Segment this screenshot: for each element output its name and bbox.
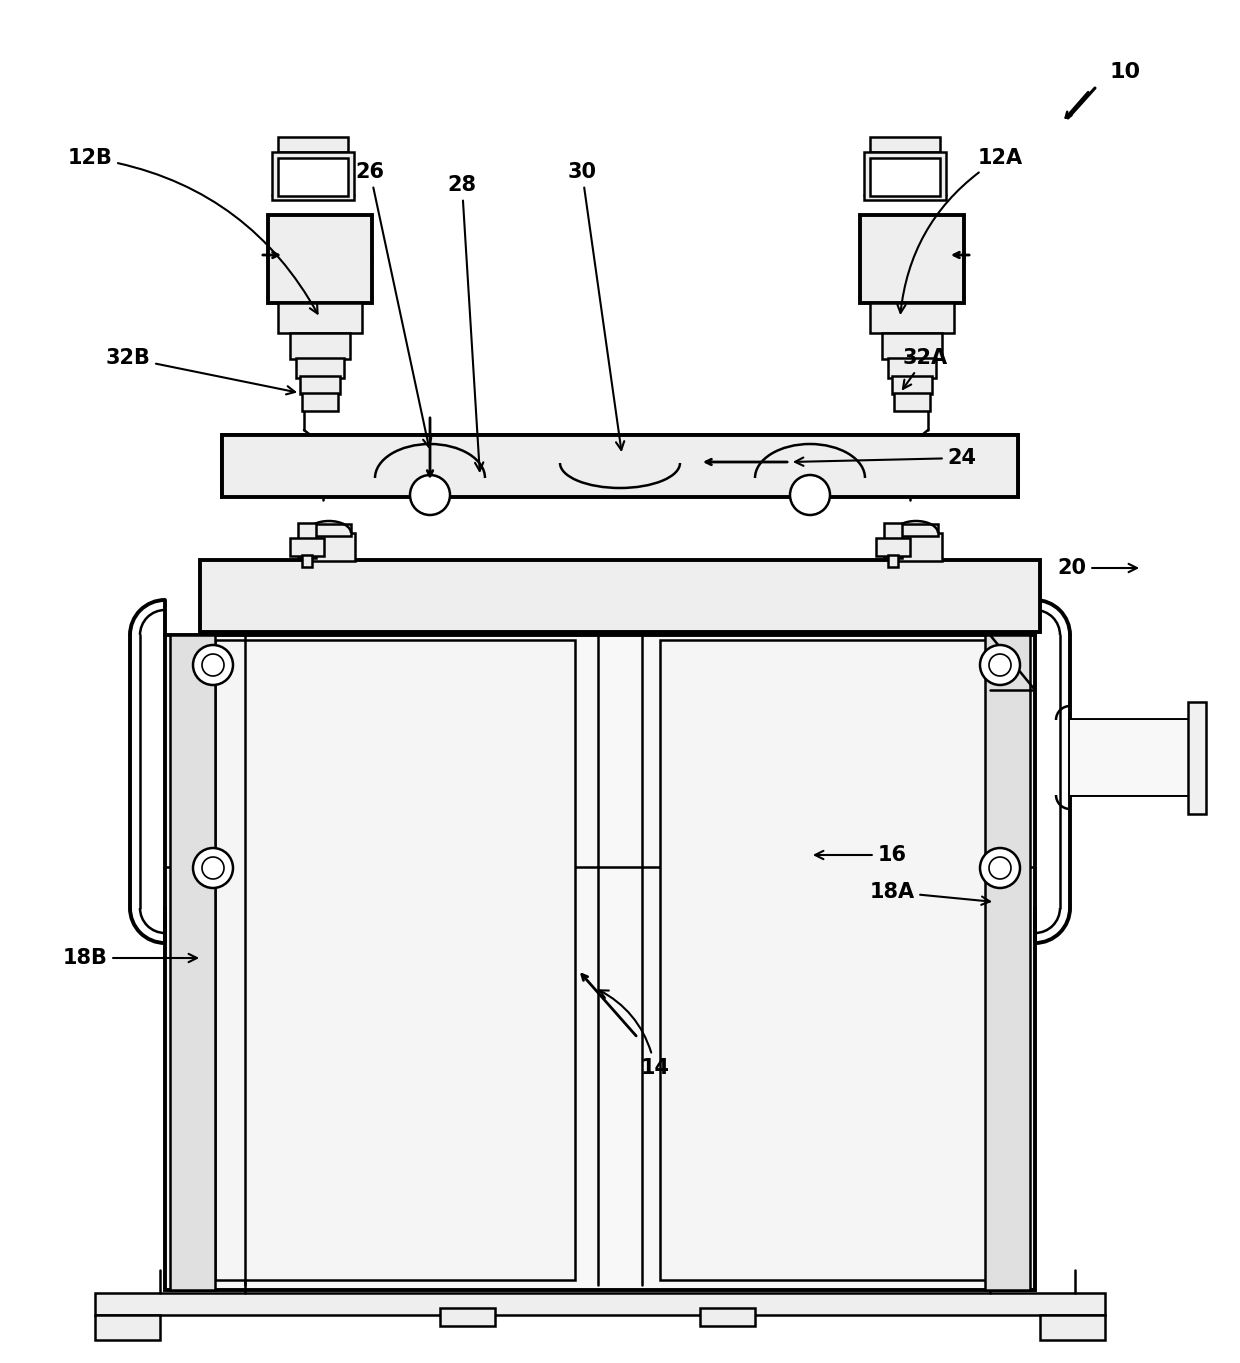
Text: 30: 30 [568, 162, 624, 450]
Bar [278, 303, 362, 333]
Circle shape [980, 645, 1021, 686]
Bar [440, 1308, 495, 1326]
Bar [290, 333, 350, 358]
Bar [1040, 1315, 1105, 1340]
Bar [165, 635, 1035, 1289]
Bar [660, 641, 999, 1280]
Bar [875, 538, 910, 556]
Bar [894, 393, 930, 412]
Bar [888, 555, 898, 567]
Bar [892, 376, 932, 394]
Circle shape [980, 848, 1021, 889]
Text: 20: 20 [1058, 557, 1137, 578]
Bar [884, 523, 901, 557]
Bar [272, 153, 353, 200]
Bar [894, 523, 937, 536]
Text: 12B: 12B [67, 149, 317, 313]
Bar [985, 635, 1030, 1289]
Bar [861, 215, 963, 303]
Bar [1070, 720, 1188, 795]
Circle shape [202, 857, 224, 879]
Bar [222, 435, 1018, 497]
Text: 28: 28 [448, 174, 484, 470]
Circle shape [193, 848, 233, 889]
Bar [308, 523, 351, 536]
Bar [296, 358, 343, 378]
Bar [870, 138, 940, 153]
Bar [870, 158, 940, 196]
Bar [290, 538, 324, 556]
Text: 14: 14 [599, 991, 670, 1078]
Text: 18B: 18B [62, 949, 197, 968]
Circle shape [990, 654, 1011, 676]
Bar [303, 393, 339, 412]
Text: 32A: 32A [903, 348, 947, 388]
Bar [882, 333, 942, 358]
Bar [864, 153, 946, 200]
Bar [95, 1315, 160, 1340]
Text: 12A: 12A [898, 149, 1023, 313]
Bar [268, 215, 372, 303]
Bar [890, 533, 942, 562]
Bar [300, 376, 340, 394]
Bar [278, 138, 348, 153]
Text: 26: 26 [356, 162, 432, 447]
Text: 10: 10 [1110, 61, 1141, 82]
Bar [303, 533, 355, 562]
Text: 18A: 18A [869, 882, 990, 905]
Bar [888, 358, 936, 378]
Text: 24: 24 [795, 448, 976, 468]
Circle shape [410, 474, 450, 515]
Bar [170, 635, 215, 1289]
Bar [870, 303, 954, 333]
Circle shape [990, 857, 1011, 879]
Circle shape [202, 654, 224, 676]
Text: 32B: 32B [105, 348, 295, 394]
Bar [278, 158, 348, 196]
Text: 16: 16 [815, 845, 906, 866]
Circle shape [193, 645, 233, 686]
Bar [95, 1293, 1105, 1315]
Bar [701, 1308, 755, 1326]
Circle shape [790, 474, 830, 515]
Bar [215, 641, 575, 1280]
Bar [1188, 702, 1207, 814]
Bar [298, 523, 316, 557]
Bar [200, 560, 1040, 632]
Bar [303, 555, 312, 567]
